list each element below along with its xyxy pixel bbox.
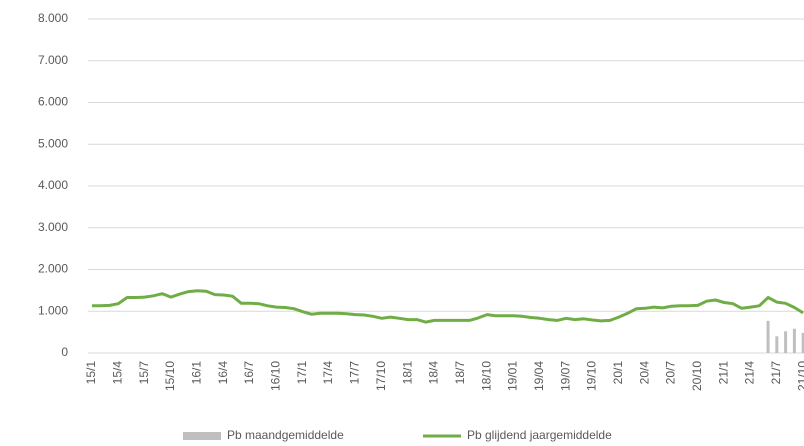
y-tick-label: 8.000 [38,11,68,25]
x-tick-label: 16/1 [190,361,204,385]
legend-swatch [183,432,221,440]
y-tick-label: 4.000 [38,178,68,192]
y-tick-label: 7.000 [38,53,68,67]
x-tick-label: 20/4 [637,361,651,385]
bar [766,320,770,353]
x-tick-label: 17/1 [295,361,309,385]
x-tick-label: 18/4 [427,361,441,385]
y-tick-label: 3.000 [38,220,68,234]
x-tick-label: 17/7 [348,361,362,385]
x-tick-label: 21/7 [769,361,783,385]
x-tick-label: 20/10 [690,361,704,391]
bar [775,336,779,353]
x-tick-label: 15/10 [163,361,177,391]
y-tick-label: 1.000 [38,303,68,317]
x-tick-label: 19/10 [585,361,599,391]
x-tick-label: 17/4 [321,361,335,385]
bar [784,331,788,353]
x-tick-label: 18/10 [479,361,493,391]
x-tick-label: 16/7 [242,361,256,385]
x-tick-label: 21/10 [795,361,804,391]
x-tick-label: 18/7 [453,361,467,385]
x-tick-label: 19/07 [558,361,572,391]
x-tick-label: 15/4 [111,361,125,385]
x-tick-label: 20/1 [611,361,625,385]
x-tick-label: 18/1 [400,361,414,385]
x-tick-label: 16/10 [269,361,283,391]
line [92,289,804,324]
x-tick-label: 20/7 [664,361,678,385]
y-tick-label: 2.000 [38,262,68,276]
x-tick-label: 21/4 [743,361,757,385]
x-tick-label: 15/1 [84,361,98,385]
x-tick-label: 19/04 [532,361,546,391]
y-tick-label: 5.000 [38,136,68,150]
x-tick-label: 21/1 [716,361,730,385]
legend-label: Pb maandgemiddelde [227,428,344,442]
y-tick-label: 0 [61,345,68,359]
y-tick-label: 6.000 [38,95,68,109]
x-tick-label: 16/4 [216,361,230,385]
bar [792,328,796,353]
bar [801,332,804,353]
x-tick-label: 17/10 [374,361,388,391]
legend-label: Pb glijdend jaargemiddelde [467,428,612,442]
x-tick-label: 19/01 [506,361,520,391]
x-tick-label: 15/7 [137,361,151,385]
